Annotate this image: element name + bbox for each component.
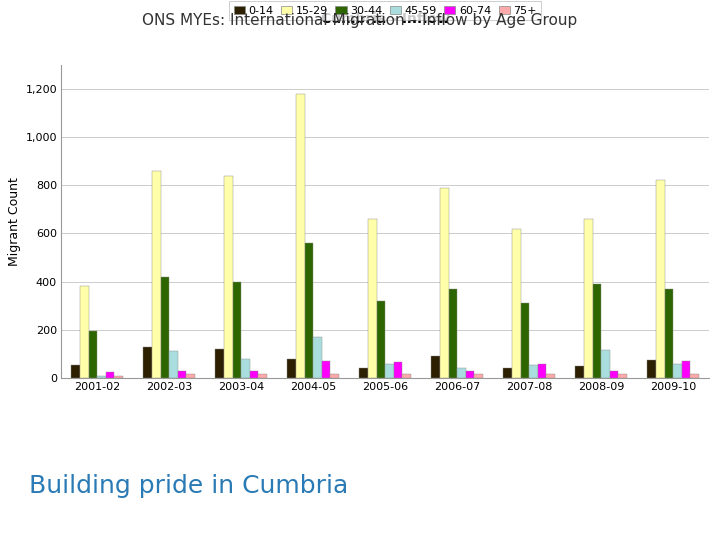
Bar (330, 374, 339, 378)
Bar (449, 289, 457, 378)
Bar (359, 368, 368, 378)
Bar (474, 374, 483, 378)
Bar (546, 374, 555, 378)
Bar (682, 361, 690, 378)
Bar (610, 371, 618, 378)
Bar (80, 286, 89, 378)
Bar (143, 347, 152, 378)
Bar (431, 356, 440, 378)
Bar (690, 374, 699, 378)
Title: Cumbria - Inflow: Cumbria - Inflow (320, 12, 450, 26)
Bar (377, 301, 385, 378)
Bar (224, 176, 233, 378)
Bar (97, 376, 106, 378)
Bar (503, 368, 512, 378)
Bar (250, 371, 258, 378)
Bar (287, 359, 296, 378)
Bar (402, 374, 411, 378)
Bar (258, 374, 267, 378)
Bar (385, 363, 394, 378)
Bar (152, 171, 161, 378)
Bar (71, 364, 80, 378)
Bar (584, 219, 593, 378)
Bar (647, 360, 656, 378)
Y-axis label: Migrant Count: Migrant Count (8, 177, 22, 266)
Bar (169, 352, 178, 378)
Bar (106, 372, 114, 378)
Bar (529, 364, 538, 378)
Bar (665, 289, 673, 378)
Bar (305, 243, 313, 378)
Bar (186, 374, 195, 378)
Bar (673, 363, 682, 378)
Text: Building pride in Cumbria: Building pride in Cumbria (29, 474, 348, 498)
Bar (114, 376, 123, 378)
Bar (593, 284, 601, 378)
Text: ONS MYEs: International Migration – Inflow by Age Group: ONS MYEs: International Migration – Infl… (143, 14, 577, 29)
Bar (89, 331, 97, 378)
Bar (575, 366, 584, 378)
Bar (233, 282, 241, 378)
Bar (322, 361, 330, 378)
Bar (313, 337, 322, 378)
Bar (656, 180, 665, 378)
Bar (394, 362, 402, 378)
Bar (178, 371, 186, 378)
Bar (296, 94, 305, 378)
Bar (161, 277, 169, 378)
Bar (440, 188, 449, 378)
Bar (466, 371, 474, 378)
Bar (457, 368, 466, 378)
Bar (215, 349, 224, 378)
Bar (241, 359, 250, 378)
Bar (368, 219, 377, 378)
Bar (618, 374, 627, 378)
Bar (512, 228, 521, 378)
Bar (538, 363, 546, 378)
Bar (601, 350, 610, 378)
Bar (521, 303, 529, 378)
Legend: 0-14, 15-29, 30-44, 45-59, 60-74, 75+: 0-14, 15-29, 30-44, 45-59, 60-74, 75+ (229, 2, 541, 21)
